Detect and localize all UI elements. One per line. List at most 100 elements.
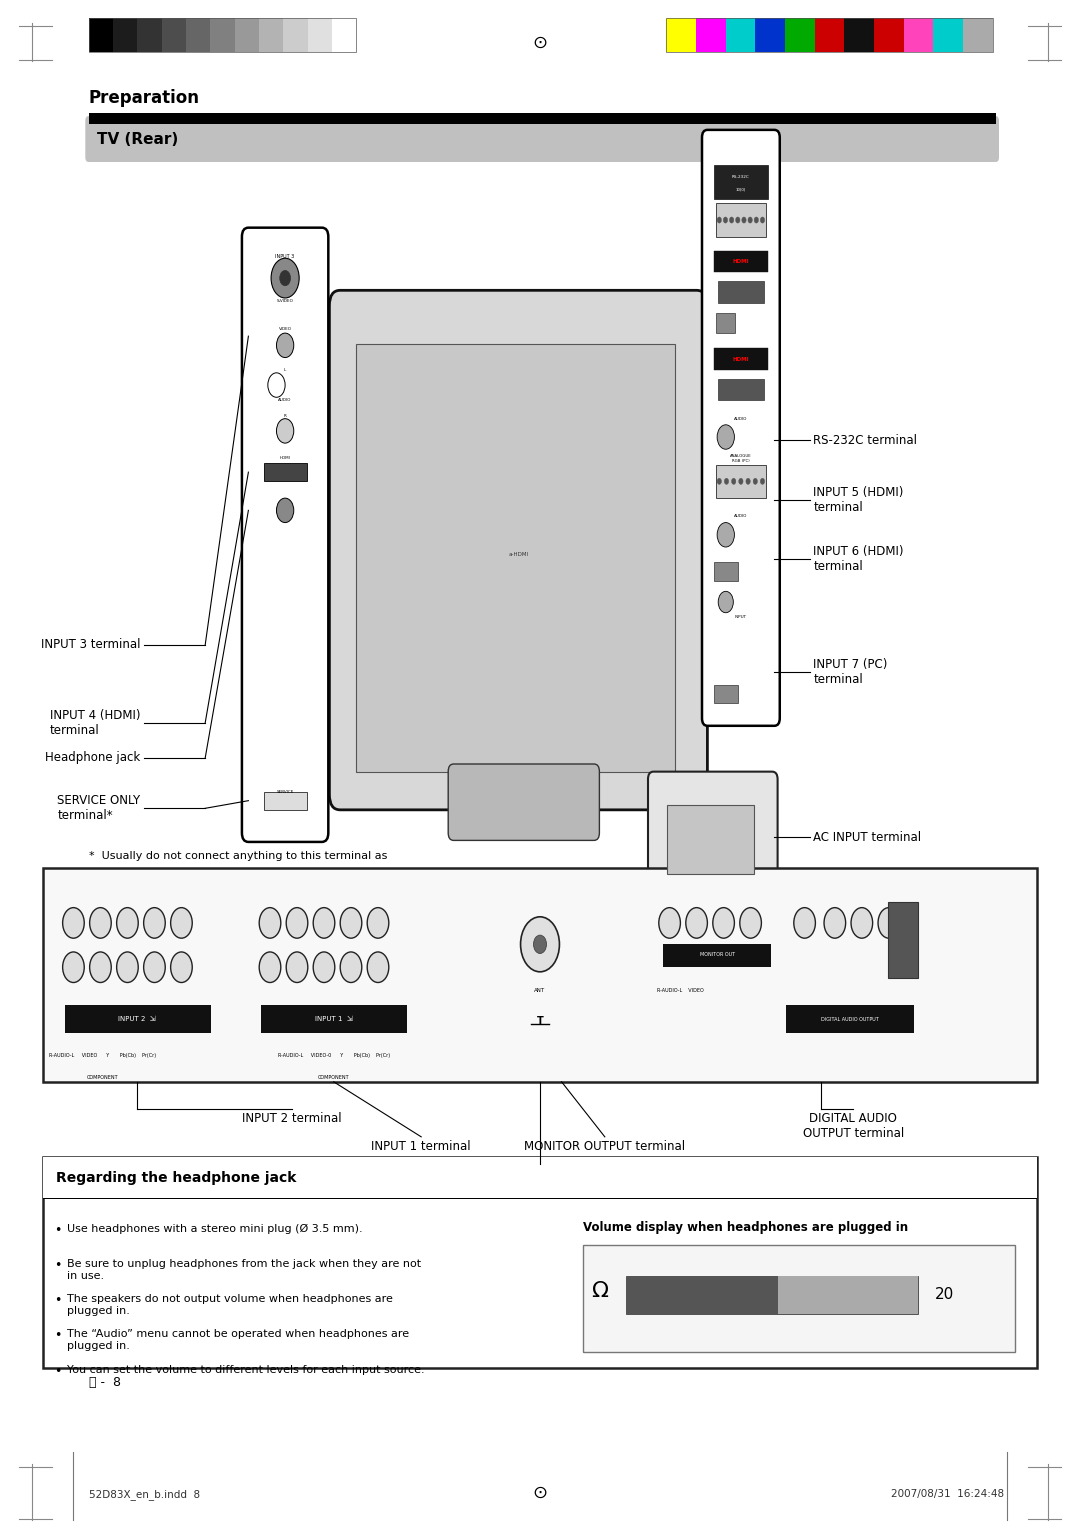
Bar bbox=[786, 1005, 914, 1033]
Bar bbox=[626, 1276, 918, 1314]
Circle shape bbox=[367, 908, 389, 938]
Circle shape bbox=[90, 908, 111, 938]
Bar bbox=[663, 944, 771, 967]
Circle shape bbox=[259, 952, 281, 983]
Bar bbox=[714, 251, 768, 272]
Circle shape bbox=[739, 478, 743, 484]
Bar bbox=[43, 868, 1037, 1082]
Text: SERVICE ONLY
terminal*: SERVICE ONLY terminal* bbox=[57, 795, 140, 822]
Bar bbox=[332, 18, 356, 52]
Bar bbox=[785, 18, 814, 52]
Bar bbox=[696, 18, 726, 52]
Text: COMPONENT: COMPONENT bbox=[86, 1074, 119, 1080]
Circle shape bbox=[740, 908, 761, 938]
Text: •: • bbox=[54, 1365, 62, 1378]
Bar bbox=[65, 1005, 211, 1033]
Bar bbox=[814, 18, 845, 52]
Text: INPUT 1  ⇲: INPUT 1 ⇲ bbox=[314, 1016, 353, 1022]
FancyBboxPatch shape bbox=[648, 772, 778, 902]
Circle shape bbox=[144, 952, 165, 983]
Bar bbox=[283, 18, 308, 52]
Circle shape bbox=[144, 908, 165, 938]
Circle shape bbox=[794, 908, 815, 938]
Text: SERVICE: SERVICE bbox=[276, 790, 294, 793]
Circle shape bbox=[171, 908, 192, 938]
Bar bbox=[714, 685, 738, 703]
Circle shape bbox=[259, 908, 281, 938]
FancyBboxPatch shape bbox=[448, 764, 599, 840]
Bar bbox=[726, 18, 755, 52]
Bar bbox=[234, 18, 259, 52]
Bar bbox=[356, 344, 675, 772]
Bar bbox=[264, 792, 307, 810]
Text: Ω: Ω bbox=[591, 1280, 608, 1302]
Circle shape bbox=[718, 591, 733, 613]
Text: Antenna input terminal: Antenna input terminal bbox=[471, 1167, 609, 1181]
Circle shape bbox=[742, 217, 746, 223]
Bar bbox=[89, 18, 113, 52]
Text: Use headphones with a stereo mini plug (Ø 3.5 mm).: Use headphones with a stereo mini plug (… bbox=[67, 1224, 363, 1235]
Text: •: • bbox=[54, 1294, 62, 1308]
Bar bbox=[259, 18, 283, 52]
Circle shape bbox=[731, 478, 735, 484]
Circle shape bbox=[367, 952, 389, 983]
Text: DIGITAL AUDIO
OUTPUT terminal: DIGITAL AUDIO OUTPUT terminal bbox=[802, 1112, 904, 1140]
FancyBboxPatch shape bbox=[329, 290, 707, 810]
Circle shape bbox=[717, 478, 721, 484]
FancyBboxPatch shape bbox=[85, 116, 999, 162]
Circle shape bbox=[313, 908, 335, 938]
Bar bbox=[261, 1005, 407, 1033]
Bar bbox=[845, 18, 874, 52]
Text: INPUT 7 (PC)
terminal: INPUT 7 (PC) terminal bbox=[813, 659, 888, 686]
Text: INPUT: INPUT bbox=[734, 616, 747, 619]
Bar bbox=[904, 18, 933, 52]
Text: INPUT 2  ⇲: INPUT 2 ⇲ bbox=[119, 1016, 156, 1022]
Circle shape bbox=[754, 217, 758, 223]
Text: ⊙: ⊙ bbox=[532, 34, 548, 52]
Circle shape bbox=[760, 478, 765, 484]
Text: Headphone jack: Headphone jack bbox=[45, 752, 140, 764]
Text: T: T bbox=[537, 1016, 543, 1025]
Circle shape bbox=[276, 419, 294, 443]
Text: The speakers do not output volume when headphones are
plugged in.: The speakers do not output volume when h… bbox=[67, 1294, 393, 1316]
Circle shape bbox=[268, 373, 285, 397]
Text: 20: 20 bbox=[935, 1287, 955, 1302]
Circle shape bbox=[340, 952, 362, 983]
Circle shape bbox=[63, 952, 84, 983]
Circle shape bbox=[717, 425, 734, 449]
Text: ANT: ANT bbox=[535, 987, 545, 993]
Bar bbox=[778, 1276, 918, 1314]
Text: HDMI: HDMI bbox=[732, 356, 750, 362]
Circle shape bbox=[748, 217, 753, 223]
Bar bbox=[714, 165, 768, 199]
Text: INPUT 6 (HDMI)
terminal: INPUT 6 (HDMI) terminal bbox=[813, 545, 904, 573]
Text: INPUT 5 (HDMI)
terminal: INPUT 5 (HDMI) terminal bbox=[813, 486, 904, 513]
Text: DIGITAL AUDIO OUTPUT: DIGITAL AUDIO OUTPUT bbox=[821, 1016, 879, 1022]
Circle shape bbox=[521, 917, 559, 972]
Bar bbox=[162, 18, 186, 52]
Text: VIDEO: VIDEO bbox=[279, 327, 292, 330]
Text: AUDIO: AUDIO bbox=[734, 417, 747, 420]
Bar bbox=[43, 1157, 1037, 1368]
Text: INPUT 1 terminal: INPUT 1 terminal bbox=[372, 1140, 471, 1154]
Text: RS-232C: RS-232C bbox=[732, 176, 750, 179]
Text: R: R bbox=[284, 414, 286, 417]
Text: INPUT 2 terminal: INPUT 2 terminal bbox=[242, 1112, 341, 1126]
Circle shape bbox=[117, 908, 138, 938]
Text: a-HDMI: a-HDMI bbox=[509, 552, 528, 558]
Circle shape bbox=[686, 908, 707, 938]
Circle shape bbox=[753, 478, 757, 484]
FancyBboxPatch shape bbox=[242, 228, 328, 842]
Text: R-AUDIO-L     VIDEO      Y       Pb(Cb)    Pr(Cr): R-AUDIO-L VIDEO Y Pb(Cb) Pr(Cr) bbox=[49, 1053, 157, 1059]
Text: AUDIO: AUDIO bbox=[279, 399, 292, 402]
Circle shape bbox=[271, 258, 299, 298]
Text: INPUT 3: INPUT 3 bbox=[275, 254, 295, 260]
Text: INPUT 4 (HDMI)
terminal: INPUT 4 (HDMI) terminal bbox=[50, 709, 140, 736]
Text: ANALOGUE
RGB (PC): ANALOGUE RGB (PC) bbox=[730, 454, 752, 463]
Circle shape bbox=[717, 523, 734, 547]
Bar bbox=[667, 805, 754, 874]
Circle shape bbox=[713, 908, 734, 938]
Text: MONITOR OUTPUT terminal: MONITOR OUTPUT terminal bbox=[524, 1140, 686, 1154]
Circle shape bbox=[286, 952, 308, 983]
Circle shape bbox=[729, 217, 733, 223]
